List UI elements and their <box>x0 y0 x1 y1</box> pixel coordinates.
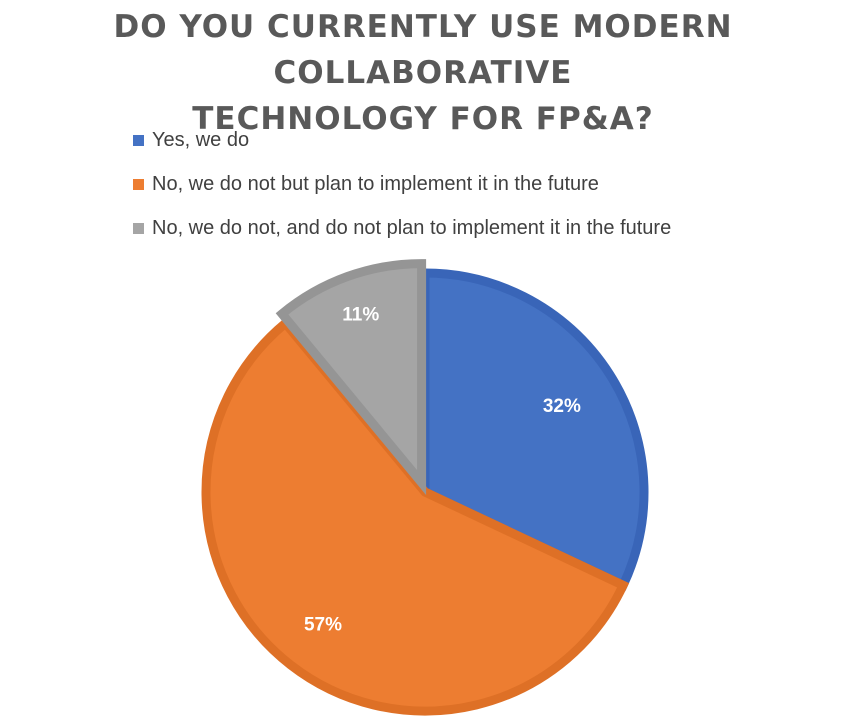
pie-label-yes: 32% <box>543 396 581 417</box>
legend-item-yes: Yes, we do <box>133 118 671 162</box>
pie-slice-yes <box>420 268 649 592</box>
legend-label-no-plan: No, we do not but plan to implement it i… <box>152 172 599 195</box>
pie-slice-no-plan <box>201 316 630 716</box>
chart-title-line-1: DO YOU CURRENTLY USE MODERN COLLABORATIV… <box>113 9 733 91</box>
legend-label-yes: Yes, we do <box>152 128 250 151</box>
chart-title: DO YOU CURRENTLY USE MODERN COLLABORATIV… <box>0 4 846 142</box>
pie-label-no-plan: 57% <box>304 615 342 636</box>
chart-title-line-2: TECHNOLOGY FOR FP&A? <box>192 101 654 137</box>
legend-item-no-no-plan: No, we do not, and do not plan to implem… <box>133 206 671 250</box>
pie-slice-no-no-plan <box>275 259 427 496</box>
legend-item-no-plan: No, we do not but plan to implement it i… <box>133 162 671 206</box>
pie-label-no-no-plan: 11% <box>342 305 379 326</box>
legend: Yes, we do No, we do not but plan to imp… <box>133 118 671 250</box>
legend-swatch-no-plan <box>133 178 144 190</box>
legend-label-no-no-plan: No, we do not, and do not plan to implem… <box>152 216 672 239</box>
legend-swatch-no-no-plan <box>133 222 144 234</box>
legend-swatch-yes <box>133 134 144 146</box>
